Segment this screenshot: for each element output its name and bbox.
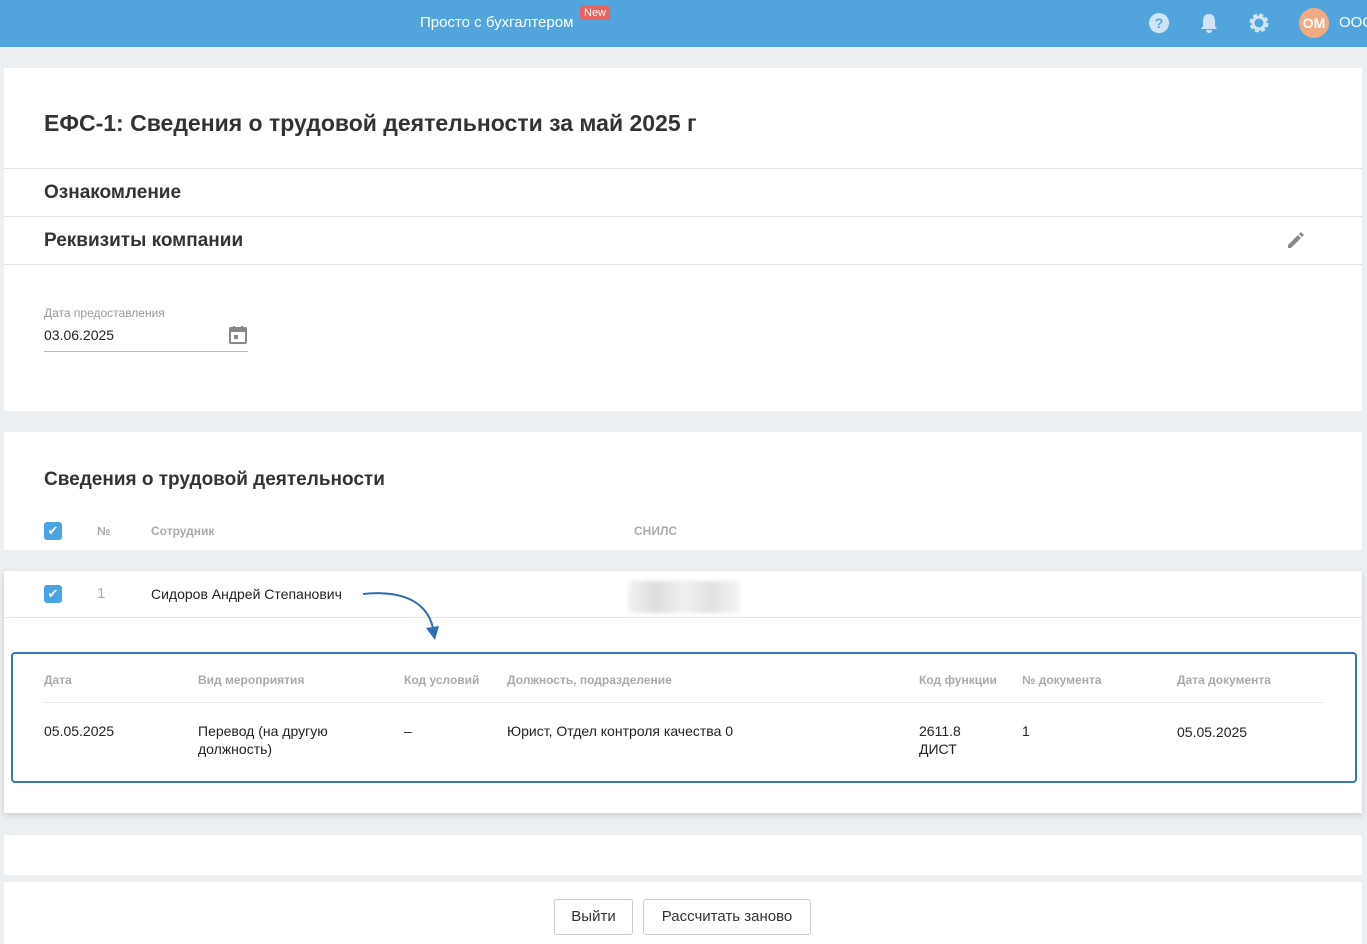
divider (44, 702, 1323, 703)
select-all-checkbox[interactable]: ✔ (44, 522, 62, 540)
detail-docdate: 05.05.2025 (1177, 724, 1248, 740)
divider (4, 216, 1362, 217)
employees-title: Сведения о трудовой деятельности (44, 469, 385, 490)
detail-col-event: Вид мероприятия (198, 673, 305, 687)
detail-col-position: Должность, подразделение (507, 673, 672, 687)
date-input[interactable]: 03.06.2025 (44, 327, 115, 343)
row-checkbox[interactable]: ✔ (44, 585, 62, 603)
divider (4, 168, 1362, 169)
divider (4, 617, 1362, 618)
employee-name[interactable]: Сидоров Андрей Степанович (151, 586, 342, 602)
col-snils: СНИЛС (634, 524, 678, 538)
section-company[interactable]: Реквизиты компании (44, 230, 244, 251)
new-badge: New (580, 6, 611, 20)
detail-date: 05.05.2025 (44, 723, 115, 739)
gear-icon[interactable] (1248, 12, 1270, 34)
date-label: Дата предоставления (44, 306, 165, 320)
document-card (4, 68, 1362, 411)
page-title: ЕФС-1: Сведения о трудовой деятельности … (44, 110, 697, 136)
bell-icon[interactable] (1198, 12, 1220, 34)
annotation-arrow-icon (362, 592, 439, 640)
top-bar (0, 0, 1367, 47)
recalculate-button[interactable]: Рассчитать заново (643, 899, 811, 935)
help-icon[interactable]: ? (1148, 12, 1170, 34)
calendar-icon[interactable] (228, 325, 248, 350)
detail-event: Перевод (на другую должность) (198, 723, 328, 757)
brand-link[interactable]: Просто с бухгалтером (420, 14, 574, 31)
employees-card (4, 432, 1362, 550)
row-number: 1 (97, 585, 106, 602)
snils-blurred (628, 581, 740, 613)
detail-col-date: Дата (44, 673, 72, 687)
detail-docnum: 1 (1022, 723, 1030, 739)
section-intro[interactable]: Ознакомление (44, 182, 182, 203)
avatar[interactable]: ОМ (1299, 8, 1329, 38)
detail-position: Юрист, Отдел контроля качества 0 (507, 723, 734, 739)
date-underline (44, 351, 248, 352)
divider (4, 264, 1362, 265)
exit-button[interactable]: Выйти (554, 899, 633, 935)
detail-col-function: Код функции (919, 673, 997, 687)
org-name[interactable]: ООО (1339, 14, 1367, 31)
empty-card (4, 835, 1362, 875)
svg-text:?: ? (1155, 15, 1164, 31)
detail-col-docdate: Дата документа (1177, 673, 1271, 687)
col-employee[interactable]: Сотрудник (151, 524, 215, 538)
detail-function: 2611.8 ДИСТ (919, 723, 961, 757)
detail-conditions: – (404, 723, 412, 739)
details-highlight (11, 652, 1357, 783)
detail-col-docnum: № документа (1022, 673, 1102, 687)
col-number: № (97, 524, 111, 538)
edit-pencil-icon[interactable] (1285, 229, 1307, 256)
detail-col-conditions: Код условий (404, 673, 480, 687)
